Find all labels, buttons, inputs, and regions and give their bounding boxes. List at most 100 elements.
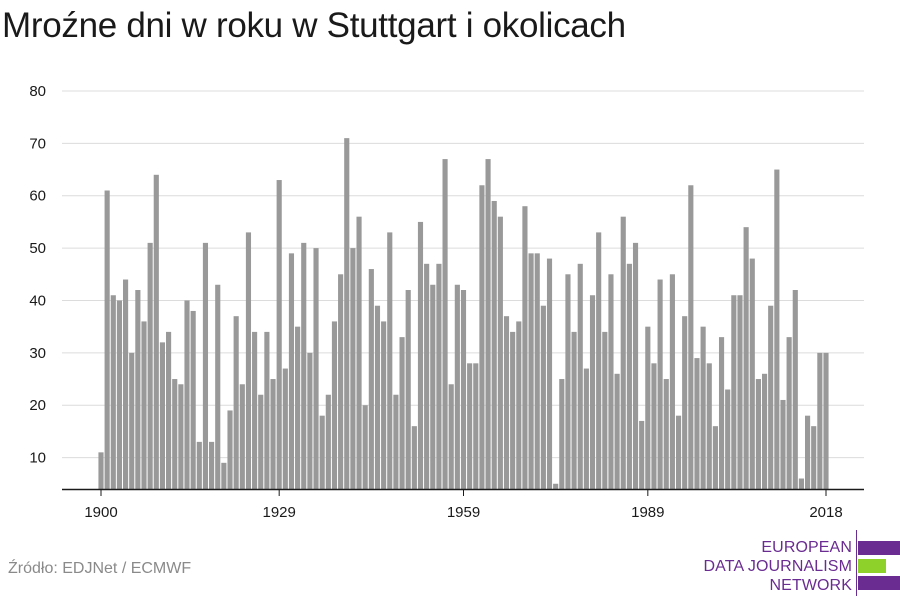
bar [270,379,276,489]
bar [381,321,387,489]
bar [399,337,405,489]
bar [202,242,209,489]
bar [553,483,559,489]
bar [786,337,792,489]
bar [522,206,528,489]
logo-bar-green [858,559,886,573]
bar [454,284,460,489]
y-tick-label: 20 [29,397,46,414]
bar [682,316,688,489]
bar [712,426,718,489]
bar [424,263,430,489]
bar [350,248,356,489]
bar [540,305,546,489]
bar [473,363,479,489]
bar [166,331,172,489]
bar [602,331,608,489]
y-tick-label: 10 [29,450,46,467]
bar [313,248,319,489]
bar [252,331,258,489]
bar [325,394,331,489]
bar [417,221,424,490]
bar [731,295,737,489]
bar [172,379,178,489]
bar [565,274,571,489]
bar [534,253,540,489]
bar [663,379,669,489]
bar [159,342,166,489]
bar [356,216,362,489]
bar [123,279,129,489]
bar [331,321,338,489]
bar [442,159,448,489]
x-tick-label: 1989 [631,504,664,521]
bar [338,274,344,489]
x-axis: 1900 1929 1959 1989 2018 [62,488,864,521]
bar [307,352,313,489]
bar [209,441,215,489]
x-tick-label: 1929 [262,504,295,521]
edjnet-logo[interactable]: EUROPEAN DATA JOURNALISM NETWORK [700,530,900,596]
bar [295,326,301,489]
bar [362,405,368,489]
logo-text-network: NETWORK [769,577,852,594]
bar [596,232,602,489]
bar [436,263,442,489]
bar [546,258,553,489]
bar [749,258,755,489]
bar [817,352,823,489]
x-tick-label: 1959 [447,504,480,521]
bar [657,279,663,489]
y-tick-label: 50 [29,240,46,257]
bar [725,389,731,489]
bar [460,290,467,489]
bar [811,426,817,489]
bar [620,216,626,489]
bar [448,384,454,489]
bar [153,174,159,490]
bar [233,316,239,489]
bar [264,331,270,489]
bar [645,326,651,489]
bar [178,384,184,489]
bar [694,358,700,489]
bar [559,379,565,489]
bar [503,316,510,489]
bar [479,185,485,489]
bar [718,337,725,489]
bar [577,263,583,489]
y-tick-label: 80 [29,83,46,100]
bar [614,373,620,489]
logo-bar-purple-bottom [858,576,900,590]
bar [258,394,264,489]
bar [147,242,153,489]
bar [387,232,393,489]
y-tick-label: 40 [29,292,46,309]
bar [571,331,577,489]
bar [190,310,196,489]
bar [768,305,774,489]
bar [688,185,694,489]
bar [319,415,325,489]
logo-text-data-journalism: DATA JOURNALISM [703,558,852,575]
bar [239,384,245,489]
bar [288,253,295,489]
bar [344,138,350,489]
bar [516,321,522,489]
bar [282,368,288,489]
bar [98,452,104,489]
bar [528,253,534,489]
bar [245,232,252,489]
bar [823,352,829,489]
y-tick-label: 30 [29,345,46,362]
bar [669,274,675,489]
bar [675,415,682,489]
bar [651,363,657,489]
bar [104,190,110,489]
y-tick-label: 60 [29,188,46,205]
bar [608,274,614,489]
chart-title: Mroźne dni w roku w Stuttgart i okolicac… [2,6,626,45]
bar [215,284,221,489]
bar [589,295,596,489]
source-note: Źródło: EDJNet / ECMWF [8,560,192,577]
